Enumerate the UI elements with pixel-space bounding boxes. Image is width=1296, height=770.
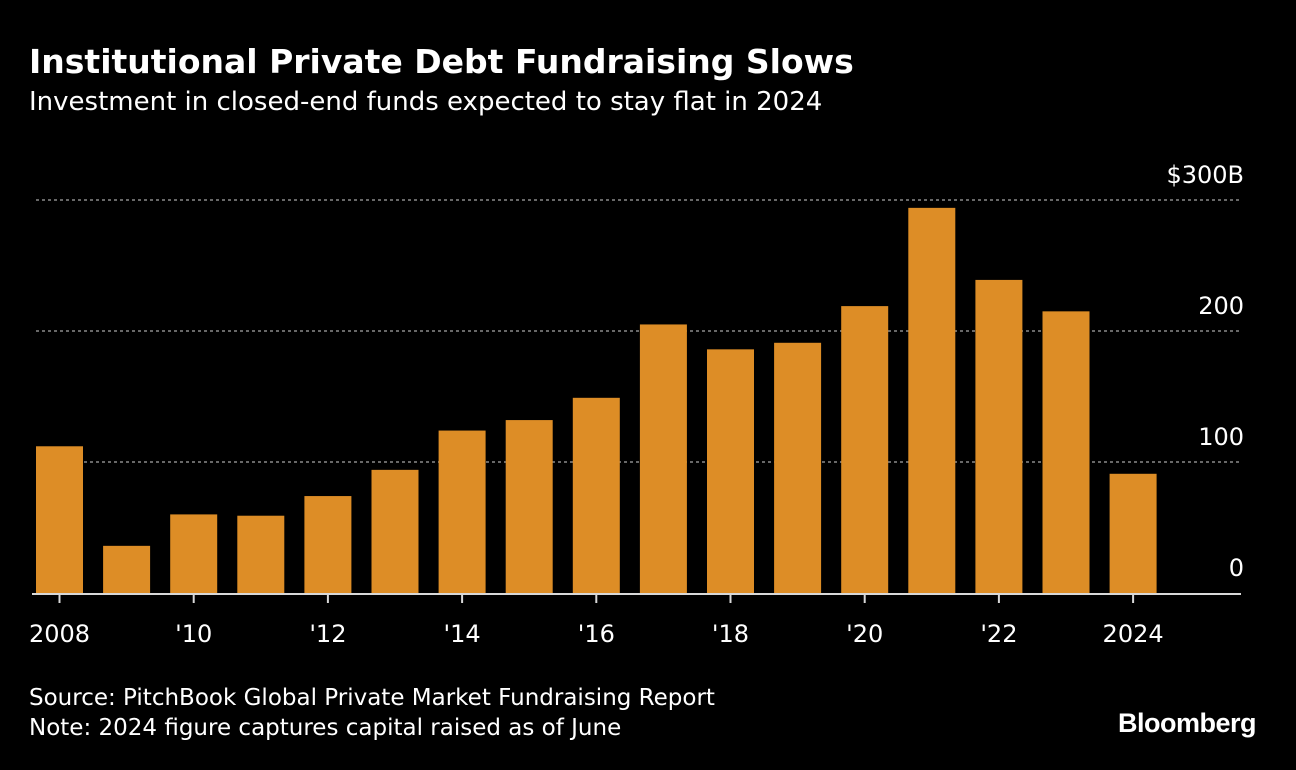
y-axis-labels: 0 100 200 $300B [1166,161,1244,582]
footer-notes: Source: PitchBook Global Private Market … [29,683,715,743]
chart-title: Institutional Private Debt Fundraising S… [29,42,854,81]
gridlines [36,199,1241,463]
bar-2015 [505,420,553,593]
footnote: Note: 2024 figure captures capital raise… [29,715,622,741]
x-tick-label: '22 [980,620,1017,648]
bar-2019 [774,342,822,593]
x-tick-label: '14 [444,620,481,648]
y-tick-label: 200 [1198,292,1244,320]
x-tick-label: 2024 [1103,620,1164,648]
bloomberg-logo: Bloomberg [1117,708,1257,738]
source-note: Source: PitchBook Global Private Market … [29,685,715,711]
bar-2014 [438,430,486,593]
x-tick-label: '20 [846,620,883,648]
chart-subtitle: Investment in closed-end funds expected … [29,87,823,117]
y-tick-label: 100 [1198,423,1244,451]
bar-2021 [908,207,956,594]
bar-2023 [1042,311,1090,593]
x-tick-label: '18 [712,620,749,648]
bar-2017 [639,324,687,593]
bar-2012 [304,496,352,593]
y-tick-label: 0 [1229,554,1244,582]
bar-2013 [371,469,419,593]
bar-2022 [975,279,1023,593]
bar-2009 [103,545,151,593]
bar-2008 [36,446,83,593]
x-axis [32,593,1241,603]
x-tick-label: '16 [578,620,615,648]
bar-2024 [1109,473,1157,593]
bars [36,207,1157,594]
bar-2011 [237,515,285,593]
x-tick-label: 2008 [29,620,90,648]
x-tick-label: '12 [309,620,346,648]
y-tick-label: $300B [1166,161,1244,189]
x-tick-label: '10 [175,620,212,648]
bar-2020 [841,306,889,593]
bar-2010 [170,514,218,593]
x-axis-labels: 2008 '10 '12 '14 '16 '18 '20 '22 2024 [29,620,1164,648]
bar-2016 [572,397,620,593]
bar-2018 [707,349,754,593]
